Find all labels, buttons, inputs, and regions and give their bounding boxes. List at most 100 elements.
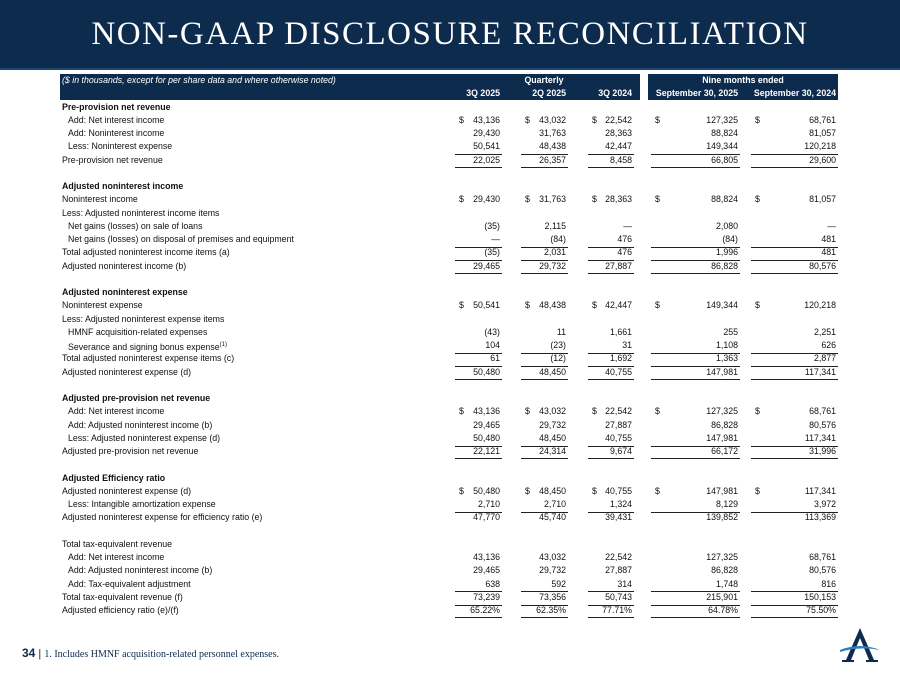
cell: 22,542: [605, 406, 632, 417]
cell: 42,447: [605, 141, 632, 152]
currency: $: [459, 114, 464, 125]
cell: 66,172: [711, 446, 738, 456]
cell: 40,755: [605, 432, 632, 443]
row-label: Severance and signing bonus expense(1): [68, 341, 227, 352]
row-label: Pre-provision net revenue: [62, 154, 163, 165]
rule: [521, 458, 568, 459]
cell: 215,901: [706, 591, 738, 602]
rule: [651, 366, 740, 367]
cell: 28,363: [605, 194, 632, 205]
cell: 68,761: [809, 552, 836, 562]
cell: 29,732: [539, 260, 566, 271]
rule: [651, 617, 740, 618]
currency: $: [459, 406, 464, 417]
cell: 48,438: [539, 141, 566, 152]
rule: [455, 604, 502, 606]
cell: 3,972: [813, 499, 836, 509]
cell: (35): [484, 220, 500, 231]
rule: [455, 378, 502, 380]
row-label: Less: Intangible amortization expense: [68, 499, 216, 509]
cell: (84): [550, 234, 566, 244]
cell: 73,356: [539, 591, 566, 602]
rule: [651, 511, 740, 513]
rule: [588, 458, 634, 459]
currency: $: [755, 485, 760, 496]
rule: [751, 378, 838, 380]
rule: [455, 166, 502, 168]
cell: 40,755: [605, 485, 632, 496]
cell: 1,748: [715, 578, 738, 589]
cell: 104: [485, 340, 500, 350]
currency: $: [592, 406, 597, 417]
rule: [651, 272, 740, 274]
row-label: Adjusted noninterest expense (d): [62, 366, 192, 377]
row-label: Adjusted pre-provision net revenue: [62, 393, 211, 403]
header-band: [60, 74, 640, 100]
cell: 2,251: [813, 326, 836, 337]
row-label: Adjusted noninterest expense for efficie…: [62, 512, 263, 523]
cell: 147,981: [706, 432, 738, 443]
cell: 1,661: [609, 326, 632, 337]
rule: [651, 591, 740, 593]
column-header: 3Q 2024: [598, 88, 632, 98]
rule: [588, 604, 634, 606]
rule: [588, 352, 634, 354]
cell: (35): [484, 247, 500, 258]
cell: 29,732: [539, 565, 566, 576]
cell: 113,369: [804, 512, 836, 523]
cell: 50,480: [473, 485, 500, 496]
group-header: Nine months ended: [702, 75, 784, 85]
rule: [651, 352, 740, 354]
cell: 68,761: [809, 406, 836, 417]
rule: [588, 246, 634, 248]
rule: [455, 352, 502, 354]
currency: $: [755, 194, 760, 205]
rule: [521, 166, 568, 168]
rule: [521, 445, 568, 447]
page-title: NON-GAAP DISCLOSURE RECONCILIATION: [91, 16, 809, 52]
rule: [651, 166, 740, 168]
cell: 1,324: [609, 499, 632, 509]
rule: [751, 352, 838, 354]
cell: 476: [617, 247, 632, 258]
cell: 43,032: [539, 114, 566, 125]
cell: 127,325: [706, 552, 738, 562]
cell: 1,692: [609, 353, 632, 364]
rule: [588, 166, 634, 168]
header-bar: [0, 0, 900, 70]
cell: 39,431: [605, 512, 632, 523]
row-label: Add: Net interest income: [68, 406, 165, 417]
footer: 34 | 1. Includes HMNF acquisition-relate…: [22, 645, 279, 663]
column-header: 3Q 2025: [466, 88, 500, 98]
footnote-ref: (1): [219, 342, 227, 348]
cell: 50,480: [473, 432, 500, 443]
row-label: Adjusted Efficiency ratio: [62, 472, 166, 483]
rule: [751, 260, 838, 261]
rule: [588, 272, 634, 274]
cell: 2,710: [543, 499, 566, 509]
currency: $: [459, 300, 464, 311]
rule: [588, 366, 634, 367]
cell: (12): [550, 353, 566, 364]
cell: 73,239: [473, 591, 500, 602]
cell: 117,341: [804, 485, 836, 496]
rule: [751, 166, 838, 168]
cell: 68,761: [809, 114, 836, 125]
rule: [751, 272, 838, 274]
row-label: Less: Adjusted noninterest expense items: [62, 313, 225, 324]
cell: 149,344: [706, 141, 738, 152]
rule: [521, 617, 568, 618]
cell: 31,763: [539, 194, 566, 205]
cell: 43,032: [539, 552, 566, 562]
cell: 255: [723, 326, 738, 337]
cell: 1,996: [715, 247, 738, 258]
cell: 2,080: [715, 220, 738, 231]
cell: 48,450: [539, 366, 566, 377]
currency: $: [755, 114, 760, 125]
cell: 127,325: [706, 406, 738, 417]
cell: 22,542: [605, 552, 632, 562]
row-label: Add: Tax-equivalent adjustment: [68, 578, 191, 589]
currency: $: [525, 406, 530, 417]
rule: [455, 260, 502, 261]
rule: [455, 154, 502, 155]
